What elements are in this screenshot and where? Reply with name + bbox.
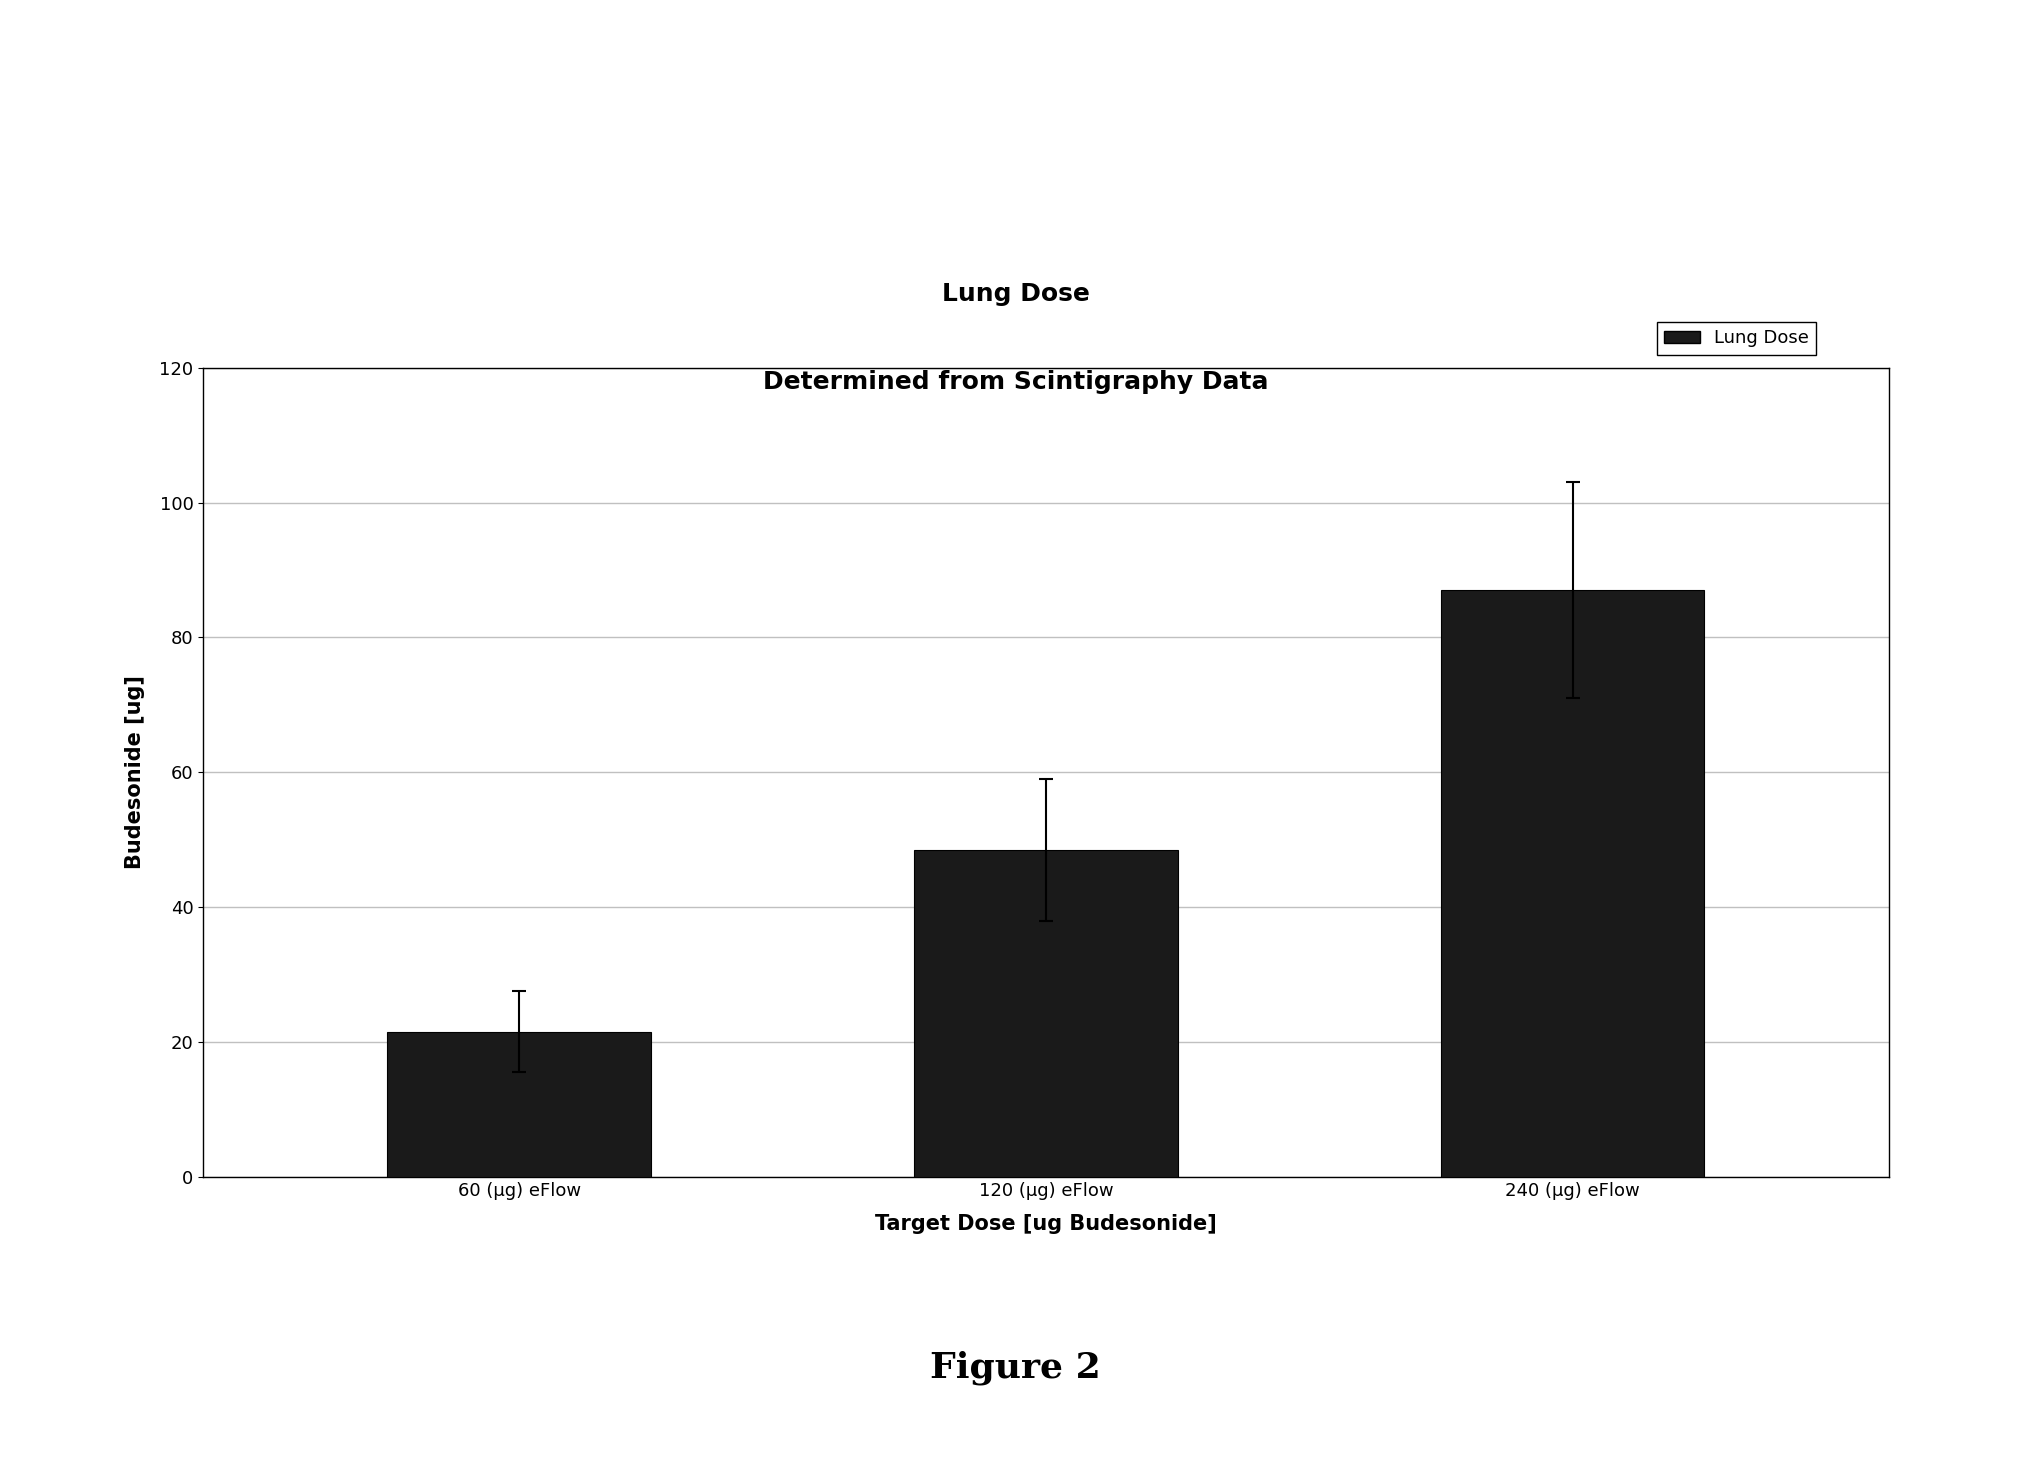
Legend: Lung Dose: Lung Dose (1656, 322, 1815, 355)
Text: Determined from Scintigraphy Data: Determined from Scintigraphy Data (763, 371, 1267, 394)
Y-axis label: Budesonide [ug]: Budesonide [ug] (126, 675, 146, 869)
Bar (914, 850, 1177, 1177)
Bar (388, 1031, 650, 1177)
Bar (1441, 590, 1703, 1177)
X-axis label: Target Dose [ug Budesonide]: Target Dose [ug Budesonide] (875, 1214, 1216, 1234)
Text: Lung Dose: Lung Dose (942, 282, 1088, 306)
Text: Figure 2: Figure 2 (930, 1350, 1100, 1386)
